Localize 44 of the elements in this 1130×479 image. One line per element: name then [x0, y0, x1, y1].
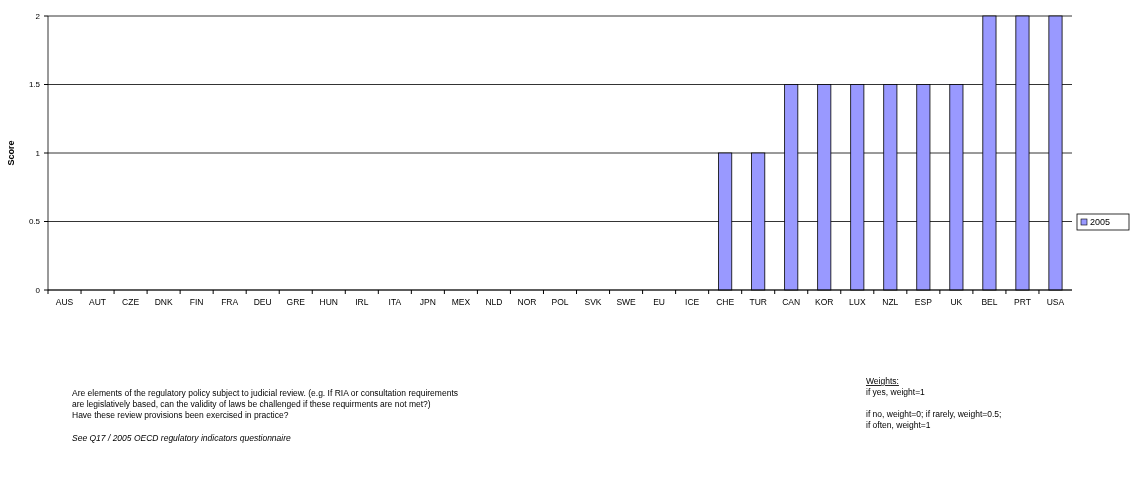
y-tick-label: 2 — [35, 11, 41, 21]
x-tick-label: ITA — [388, 297, 402, 307]
text: Have these review provisions been exercised in practice? — [72, 410, 289, 420]
x-tick-label: AUS — [55, 297, 74, 307]
x-tick-label: LUX — [849, 297, 866, 307]
y-tick-label: 1.5 — [28, 80, 41, 90]
x-tick-label: HUN — [319, 297, 338, 307]
x-tick-label: CAN — [782, 297, 801, 307]
x-tick-label: IRL — [355, 297, 369, 307]
y-tick-label: 0.5 — [28, 217, 41, 227]
x-tick-label: DEU — [253, 297, 272, 307]
x-tick-label: ICE — [685, 297, 700, 307]
y-tick-label: 1 — [35, 148, 41, 158]
x-tick-label: SVK — [584, 297, 602, 307]
x-tick-label: GRE — [286, 297, 306, 307]
text: if yes, weight=1 — [866, 387, 926, 397]
x-tick-label: NOR — [517, 297, 537, 307]
x-tick-label: EU — [653, 297, 665, 307]
x-tick-label: CZE — [122, 297, 140, 307]
x-tick-label: PRT — [1014, 297, 1031, 307]
x-tick-label: CHE — [716, 297, 735, 307]
x-tick-label: SWE — [616, 297, 637, 307]
text: Weights: — [866, 376, 899, 386]
x-tick-label: POL — [551, 297, 569, 307]
x-tick-label: ESP — [914, 297, 933, 307]
x-tick-label: BEL — [981, 297, 998, 307]
x-tick-label: MEX — [451, 297, 471, 307]
x-tick-label: USA — [1046, 297, 1065, 307]
x-tick-label: TUR — [749, 297, 767, 307]
x-tick-label: AUT — [89, 297, 107, 307]
x-tick-label: DNK — [154, 297, 173, 307]
y-axis-title: Score — [6, 140, 16, 166]
legend-label: 2005 — [1090, 217, 1111, 228]
x-tick-label: NZL — [882, 297, 899, 307]
x-tick-label: FRA — [221, 297, 239, 307]
y-tick-label: 0 — [35, 285, 41, 295]
x-tick-label: UK — [950, 297, 963, 307]
x-tick-label: JPN — [419, 297, 436, 307]
text: See Q17 / 2005 OECD regulatory indicators questionnaire — [72, 433, 292, 443]
x-tick-label: KOR — [815, 297, 834, 307]
text: if no, weight=0; if rarely, weight=0.5; if often, weight=1 — [866, 409, 1002, 430]
text: Are elements of the regulatory policy subject to judicial review. (e.g. If RIA or consultation requirements are legislatively based, can the validity of laws be challenged if these requirments are not met?) — [72, 388, 458, 409]
x-tick-label: NLD — [485, 297, 503, 307]
x-tick-label: FIN — [189, 297, 204, 307]
